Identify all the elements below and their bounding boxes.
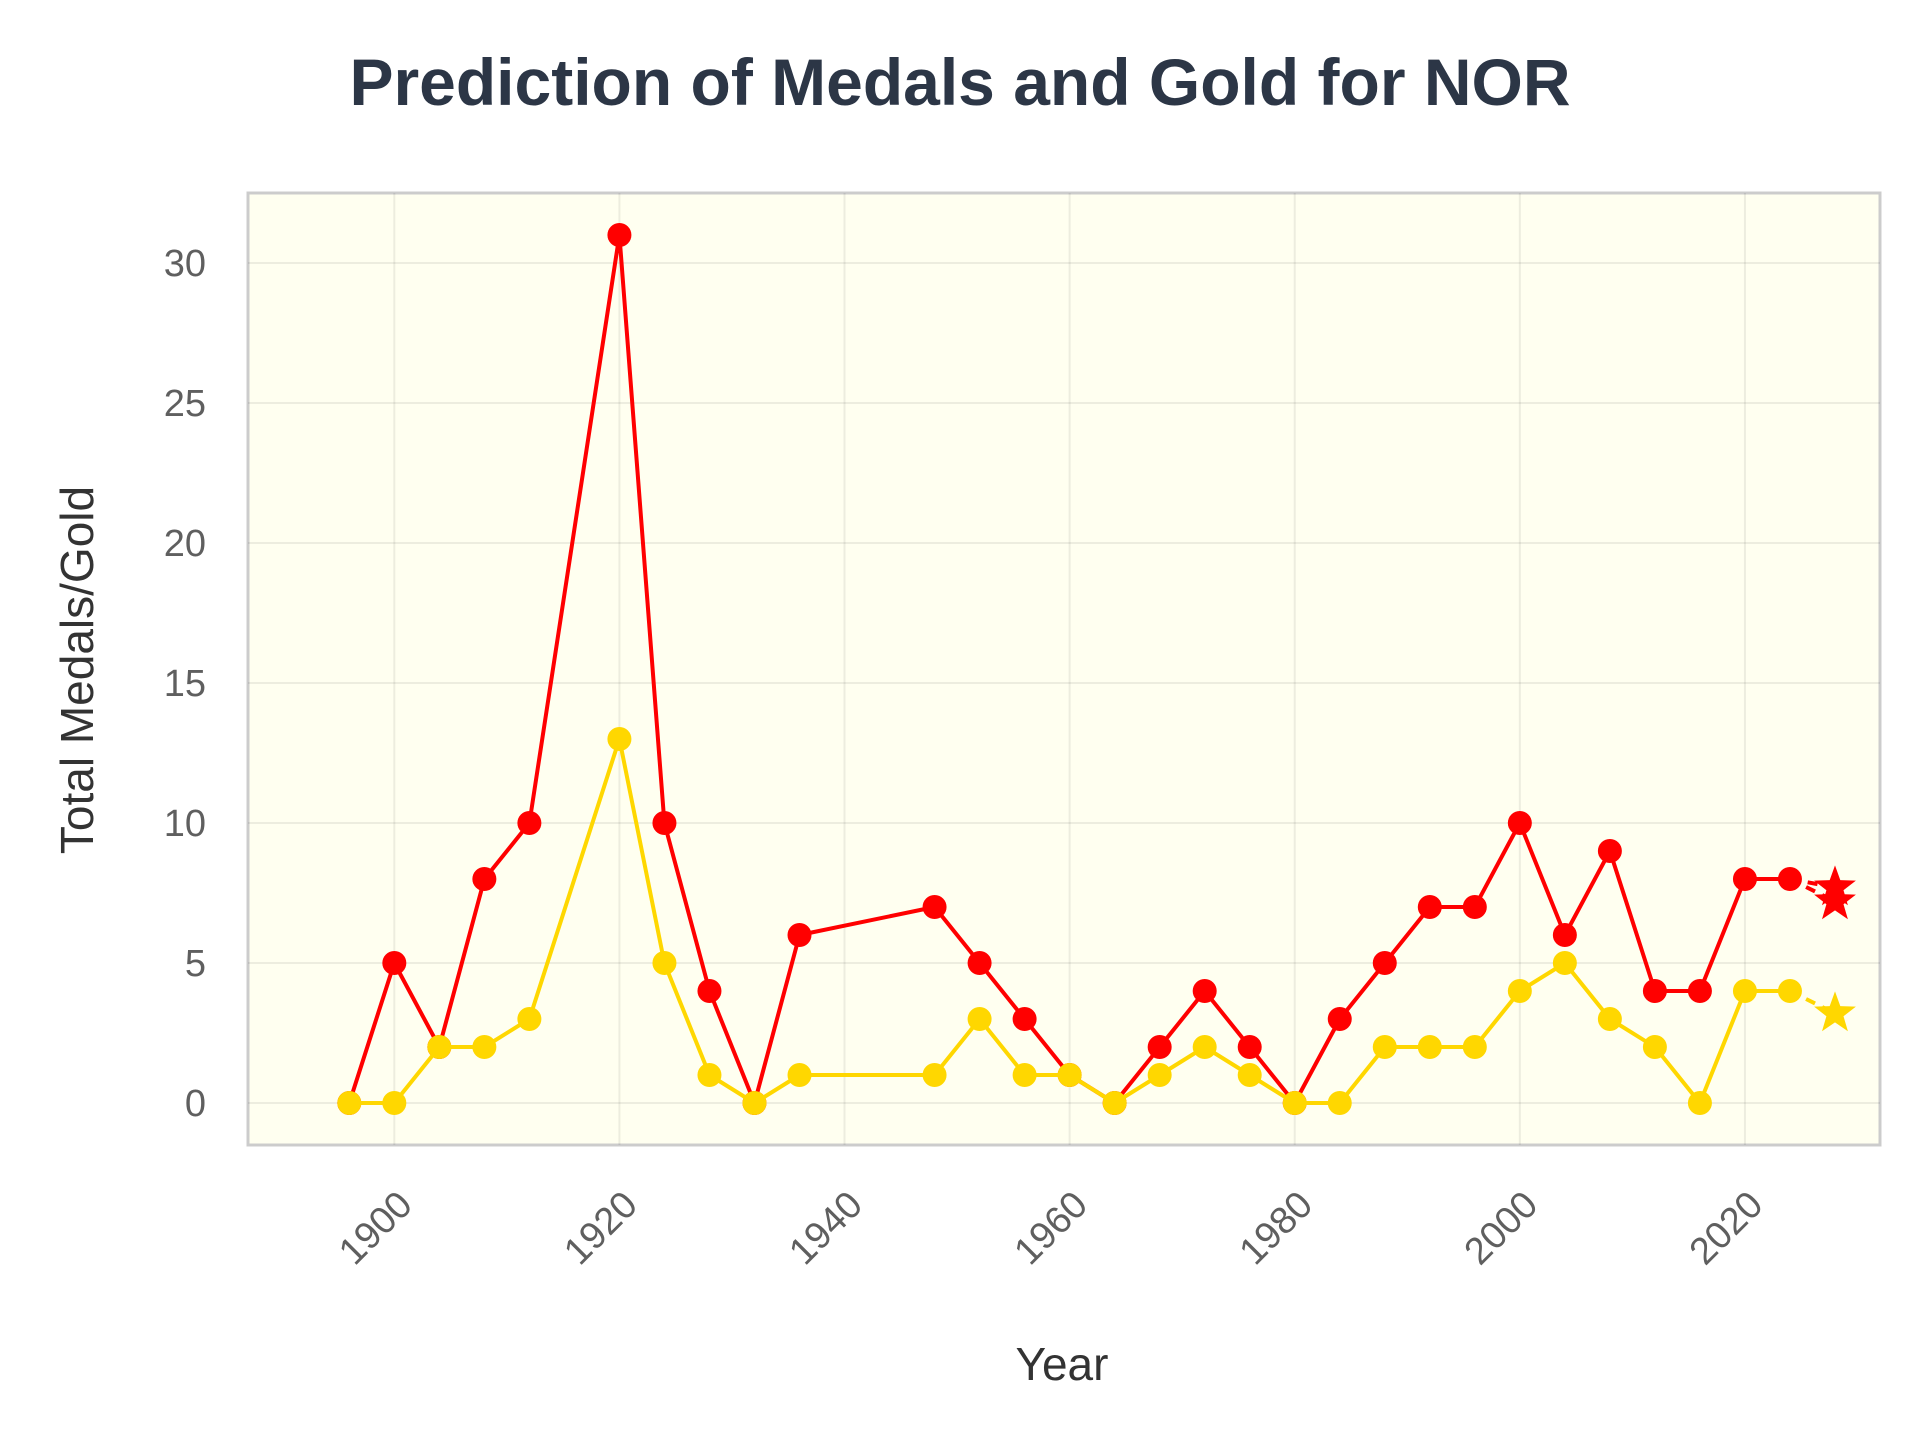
series-line: [347, 233, 1790, 1105]
data-point: [652, 811, 677, 835]
data-point: [922, 1063, 947, 1087]
data-point: [1057, 1063, 1082, 1087]
y-tick-label: 10: [164, 803, 206, 845]
data-point: [1597, 1007, 1622, 1031]
prediction-star-marker: [1814, 879, 1856, 920]
x-tick-label: 2020: [1682, 1184, 1771, 1273]
data-point: [1687, 1091, 1712, 1115]
data-point: [1192, 979, 1217, 1003]
data-point: [337, 1091, 362, 1115]
data-point: [922, 895, 947, 919]
data-point: [1507, 811, 1532, 835]
y-tick-label: 0: [185, 1083, 206, 1125]
data-point: [1102, 1091, 1127, 1115]
data-point: [1552, 923, 1577, 947]
x-axis-label: Year: [1016, 1338, 1109, 1390]
data-point: [697, 979, 722, 1003]
data-point: [1237, 1063, 1262, 1087]
data-point: [1597, 839, 1622, 863]
data-point: [697, 1063, 722, 1087]
x-tick-label: 1980: [1232, 1184, 1321, 1273]
grid: [248, 193, 1880, 1145]
data-point: [1282, 1091, 1307, 1115]
data-point: [1732, 867, 1757, 891]
data-point: [1012, 1007, 1037, 1031]
plot-area: [246, 191, 1882, 1147]
data-point: [1687, 979, 1712, 1003]
x-tick-label: 1920: [556, 1184, 645, 1273]
data-point: [787, 923, 812, 947]
data-point: [382, 1091, 407, 1115]
data-point: [472, 867, 497, 891]
data-point: [1462, 1035, 1487, 1059]
data-point: [967, 951, 992, 975]
series-layer: [337, 223, 1856, 1115]
prediction-star-marker: [1814, 991, 1856, 1032]
data-point: [1417, 895, 1442, 919]
data-point: [1147, 1035, 1172, 1059]
y-tick-label: 5: [185, 943, 206, 985]
data-point: [1642, 1035, 1667, 1059]
data-point: [1777, 867, 1802, 891]
data-point: [652, 951, 677, 975]
data-point: [1507, 979, 1532, 1003]
data-point: [1327, 1007, 1352, 1031]
data-point: [1192, 1035, 1217, 1059]
x-tick-label: 1900: [331, 1184, 420, 1273]
y-tick-label: 30: [164, 243, 206, 285]
data-point: [427, 1035, 452, 1059]
data-point: [787, 1063, 812, 1087]
data-point: [1147, 1063, 1172, 1087]
data-point: [1462, 895, 1487, 919]
x-tick-label: 1960: [1007, 1184, 1096, 1273]
data-point: [1237, 1035, 1262, 1059]
x-tick-label: 2000: [1457, 1184, 1546, 1273]
y-tick-label: 15: [164, 663, 206, 705]
x-tick-label: 1940: [781, 1184, 870, 1273]
data-point: [742, 1091, 767, 1115]
series-line: [349, 737, 1790, 1105]
y-axis-label: Total Medals/Gold: [51, 486, 103, 854]
data-point: [1552, 951, 1577, 975]
data-point: [472, 1035, 497, 1059]
data-point: [517, 811, 542, 835]
chart-title: Prediction of Medals and Gold for NOR: [349, 45, 1571, 119]
data-point: [1732, 979, 1757, 1003]
series-1: [337, 727, 1856, 1115]
data-point: [382, 951, 407, 975]
data-point: [1327, 1091, 1352, 1115]
data-point: [1642, 979, 1667, 1003]
data-point: [1372, 1035, 1397, 1059]
data-point: [1417, 1035, 1442, 1059]
y-tick-label: 25: [164, 383, 206, 425]
data-point: [1372, 951, 1397, 975]
data-point: [607, 727, 632, 751]
data-point: [1777, 979, 1802, 1003]
y-tick-label: 20: [164, 523, 206, 565]
data-point: [967, 1007, 992, 1031]
data-point: [607, 223, 632, 247]
data-point: [517, 1007, 542, 1031]
data-point: [1012, 1063, 1037, 1087]
